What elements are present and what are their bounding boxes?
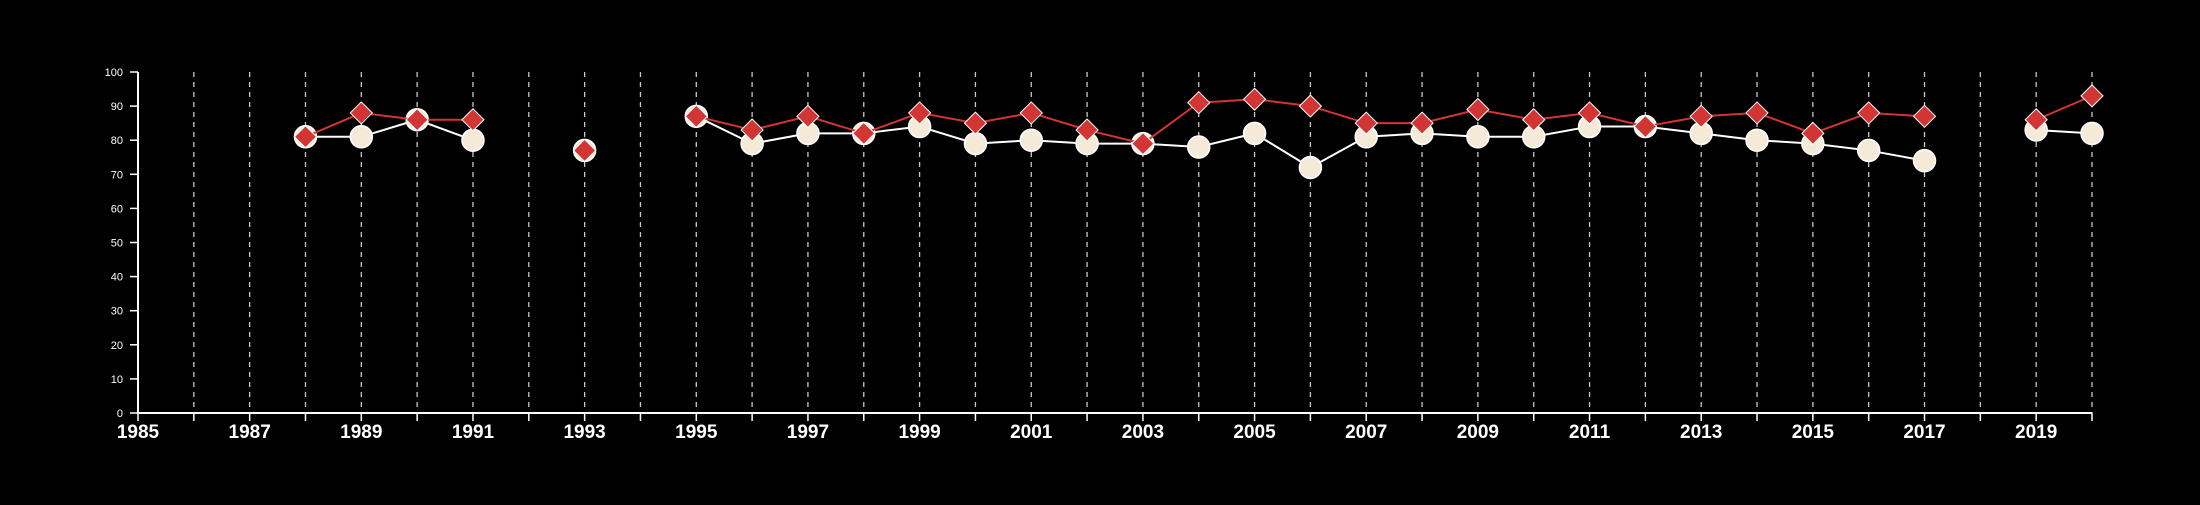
x-tick-label: 2017 xyxy=(1903,422,1945,443)
x-tick-label: 1989 xyxy=(340,422,382,443)
x-tick-label: 2005 xyxy=(1233,422,1276,443)
data-point-circle xyxy=(1186,135,1211,159)
data-point-circle xyxy=(963,131,988,156)
data-point-circle xyxy=(1745,128,1769,152)
data-point-diamond xyxy=(907,101,932,125)
data-point-diamond xyxy=(1410,111,1434,135)
y-tick-label: 100 xyxy=(105,67,123,79)
x-tick-label: 1997 xyxy=(787,422,829,443)
data-point-diamond xyxy=(1856,101,1881,125)
y-tick-label: 10 xyxy=(111,374,123,386)
data-point-diamond xyxy=(1912,104,1937,129)
x-tick-label: 2013 xyxy=(1680,422,1722,443)
data-point-diamond xyxy=(852,121,876,146)
data-point-diamond xyxy=(461,108,485,132)
x-tick-label: 2015 xyxy=(1792,422,1835,443)
data-point-circle xyxy=(2080,121,2104,146)
data-point-diamond xyxy=(1242,87,1267,111)
x-tick-label: 1987 xyxy=(229,422,271,443)
data-point-diamond xyxy=(1633,114,1658,139)
data-point-circle xyxy=(1298,155,1323,180)
y-tick-label: 50 xyxy=(111,238,123,250)
data-point-diamond xyxy=(1298,94,1323,118)
data-point-diamond xyxy=(1522,108,1546,132)
x-tick-label: 2003 xyxy=(1122,422,1164,443)
series-group xyxy=(293,84,2104,180)
y-tick-label: 70 xyxy=(111,169,123,181)
data-point-diamond xyxy=(2080,84,2104,108)
x-tick-label: 2001 xyxy=(1010,422,1053,443)
y-tick-label: 60 xyxy=(111,203,123,215)
data-point-circle xyxy=(461,128,485,152)
data-point-circle xyxy=(1466,125,1490,149)
data-point-circle xyxy=(1912,148,1937,173)
axes: 0 10 20 30 40 50 60 70 80 90 100 1985 1987 1989 1991 19… xyxy=(105,67,2093,443)
data-point-circle xyxy=(1856,138,1881,163)
data-point-diamond xyxy=(1466,97,1490,122)
data-point-diamond xyxy=(293,125,318,149)
series-line-circle xyxy=(305,118,474,142)
data-point-diamond xyxy=(1075,118,1099,142)
data-point-circle xyxy=(1242,121,1267,146)
data-point-diamond xyxy=(405,108,429,132)
data-point-diamond xyxy=(1801,121,1825,146)
data-point-diamond xyxy=(1689,104,1713,129)
data-point-diamond xyxy=(1577,101,1602,125)
y-tick-label: 0 xyxy=(117,408,123,420)
x-tick-label: 1991 xyxy=(452,422,495,443)
x-tick-label: 1993 xyxy=(563,422,605,443)
y-tick-label: 40 xyxy=(111,272,123,284)
y-tick-label: 80 xyxy=(111,135,123,147)
x-tick-label: 2009 xyxy=(1457,422,1499,443)
data-point-diamond xyxy=(1354,111,1378,135)
x-tick-label: 2011 xyxy=(1569,422,1611,443)
data-point-circle xyxy=(1019,128,1044,152)
y-tick-label: 30 xyxy=(111,306,123,318)
series-line-diamond xyxy=(2035,94,2093,121)
data-point-diamond xyxy=(1019,101,1043,125)
x-tick-label: 2019 xyxy=(2015,422,2057,443)
series-line-diamond xyxy=(305,111,473,138)
data-point-diamond xyxy=(349,101,374,125)
y-tick-label: 20 xyxy=(111,340,123,352)
data-point-diamond xyxy=(796,104,820,129)
x-tick-label: 1985 xyxy=(117,422,160,443)
x-tick-label: 1999 xyxy=(898,422,940,443)
data-point-diamond xyxy=(684,104,708,129)
data-point-diamond xyxy=(1131,131,1155,156)
x-tick-label: 1995 xyxy=(675,422,718,443)
y-tick-label: 90 xyxy=(111,101,123,113)
data-point-diamond xyxy=(963,111,988,135)
data-point-diamond xyxy=(1187,90,1211,115)
data-point-diamond xyxy=(1745,101,1769,125)
series-diamond xyxy=(293,84,2104,163)
grid-lines xyxy=(193,72,2093,413)
data-point-circle xyxy=(349,125,374,149)
data-point-diamond xyxy=(572,138,597,163)
x-tick-label: 2007 xyxy=(1345,422,1387,443)
data-point-diamond xyxy=(2024,108,2048,132)
data-point-diamond xyxy=(740,118,764,142)
